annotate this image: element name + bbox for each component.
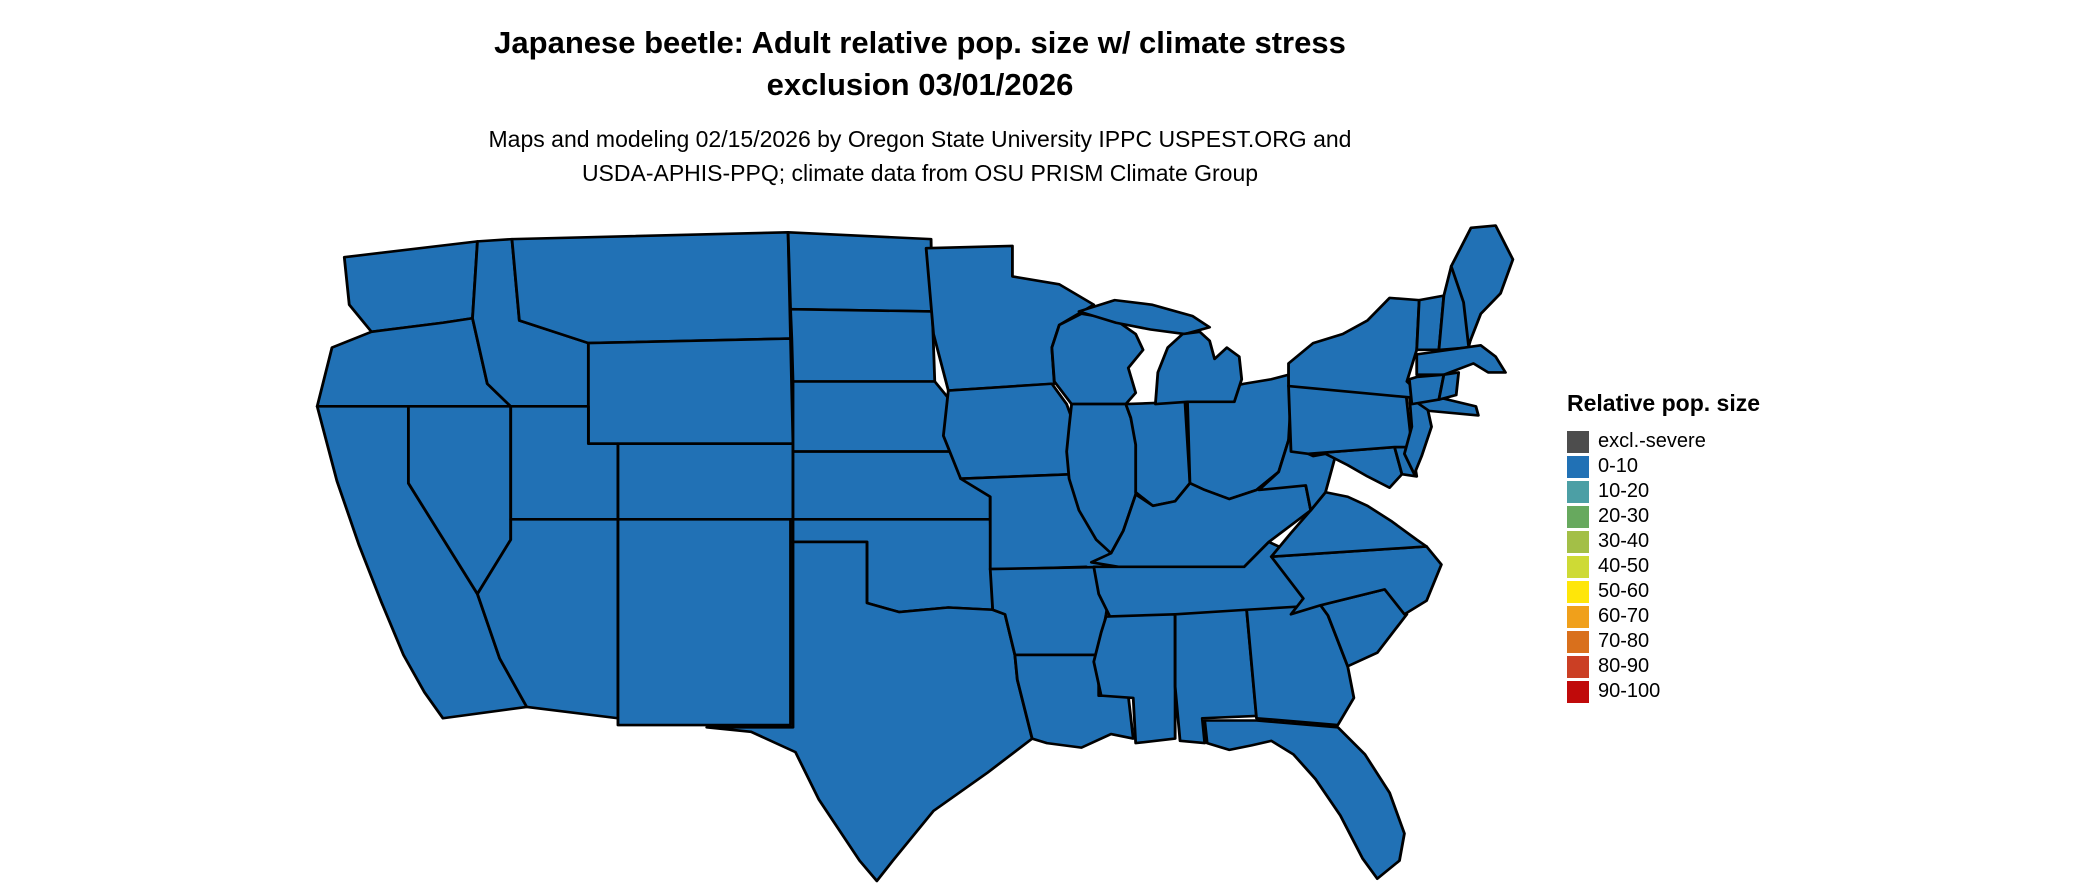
legend-item: excl.-severe	[1567, 429, 1760, 454]
legend-label: excl.-severe	[1598, 430, 1706, 452]
legend-item: 0-10	[1567, 454, 1760, 479]
state-montana	[510, 231, 792, 345]
state-connecticut	[1407, 373, 1446, 406]
legend-item: 70-80	[1567, 629, 1760, 654]
legend-label: 70-80	[1598, 630, 1650, 652]
state-rhode-island	[1437, 371, 1461, 401]
state-south-dakota	[789, 307, 937, 383]
state-texas	[705, 540, 1034, 883]
legend-swatch	[1567, 430, 1589, 453]
legend-label: 40-50	[1598, 555, 1650, 577]
legend-label: 50-60	[1598, 580, 1650, 602]
legend-label: 20-30	[1598, 505, 1650, 527]
legend-label: 90-100	[1598, 680, 1661, 702]
legend-label: 30-40	[1598, 530, 1650, 552]
state-massachusetts	[1415, 344, 1507, 377]
subtitle-line2: USDA-APHIS-PPQ; climate data from OSU PR…	[581, 160, 1259, 186]
legend-swatch	[1567, 655, 1589, 678]
state-indiana	[1124, 400, 1192, 508]
state-iowa	[941, 382, 1076, 480]
legend-item: 20-30	[1567, 504, 1760, 529]
state-wyoming	[586, 337, 795, 445]
state-north-dakota	[786, 231, 934, 313]
us-map	[315, 224, 1515, 883]
state-virginia	[1269, 490, 1429, 558]
legend-label: 10-20	[1598, 480, 1650, 502]
state-new-mexico	[616, 518, 792, 727]
legend-swatch	[1567, 480, 1589, 503]
legend-label: 80-90	[1598, 655, 1650, 677]
legend-swatch	[1567, 580, 1589, 603]
legend: Relative pop. size excl.-severe 0-10 10-20…	[1567, 390, 1760, 704]
state-michigan-lower-peninsula	[1153, 330, 1244, 406]
figure-subtitle: Maps and modeling 02/15/2026 by Oregon S…	[0, 122, 1840, 190]
state-north-carolina	[1269, 545, 1443, 616]
title-line2: exclusion 03/01/2026	[766, 67, 1074, 102]
legend-swatch	[1567, 680, 1589, 703]
legend-swatch	[1567, 455, 1589, 478]
legend-title: Relative pop. size	[1567, 390, 1761, 416]
state-colorado	[616, 442, 795, 521]
state-washington	[342, 240, 479, 334]
legend-item: 80-90	[1567, 654, 1760, 679]
figure-title: Japanese beetle: Adult relative pop. siz…	[0, 22, 1840, 106]
legend-swatch	[1567, 605, 1589, 628]
legend-label: 60-70	[1598, 605, 1650, 627]
legend-item: 40-50	[1567, 554, 1760, 579]
legend-item: 90-100	[1567, 679, 1760, 704]
legend-swatch	[1567, 530, 1589, 553]
state-wisconsin	[1050, 312, 1145, 406]
legend-swatch	[1567, 630, 1589, 653]
legend-item: 60-70	[1567, 604, 1760, 629]
subtitle-line1: Maps and modeling 02/15/2026 by Oregon S…	[488, 126, 1352, 152]
title-line1: Japanese beetle: Adult relative pop. siz…	[494, 25, 1346, 60]
legend-item: 30-40	[1567, 529, 1760, 554]
legend-items: excl.-severe 0-10 10-20 20-30 30-40 40-50 50-6…	[1567, 429, 1760, 704]
legend-swatch	[1567, 555, 1589, 578]
legend-item: 50-60	[1567, 579, 1760, 604]
legend-label: 0-10	[1598, 455, 1639, 477]
legend-swatch	[1567, 505, 1589, 528]
state-maine	[1449, 224, 1515, 347]
state-florida	[1203, 719, 1406, 880]
state-michigan-upper-peninsula	[1077, 298, 1212, 336]
legend-item: 10-20	[1567, 479, 1760, 504]
